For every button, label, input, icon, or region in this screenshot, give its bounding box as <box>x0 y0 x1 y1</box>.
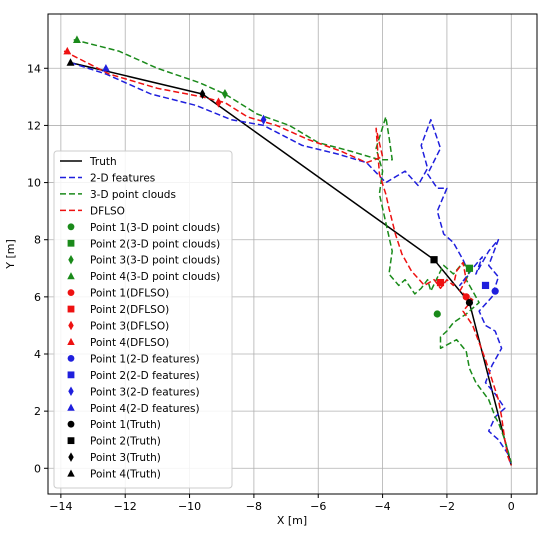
data-point-triangle-dflso <box>63 46 72 55</box>
data-point-triangle-point-clouds-3d <box>72 35 81 43</box>
legend: Truth 2-D features 3-D point clouds DFLSO Po… <box>53 150 233 489</box>
legend-label: Point 1(3-D point clouds) <box>90 222 220 234</box>
x-tick-label: −10 <box>178 500 201 513</box>
legend-label: Point 1(DFLSO) <box>90 288 169 300</box>
legend-label: 2-D features <box>90 172 155 184</box>
x-tick-label: 0 <box>508 500 515 513</box>
legend-label: Point 1(2-D features) <box>90 353 200 365</box>
legend-label: Point 3(2-D features) <box>90 386 200 398</box>
legend-label: Point 4(DFLSO) <box>90 337 169 349</box>
x-tick-label: −4 <box>374 500 390 513</box>
legend-label: Point 3(DFLSO) <box>90 321 169 333</box>
data-point-square-point-clouds-3d <box>465 264 474 272</box>
x-axis-title: X [m] <box>277 514 307 527</box>
y-tick-label: 10 <box>27 177 41 190</box>
data-point-diamond-point-clouds-3d <box>222 88 228 100</box>
data-point-diamond-truth <box>199 88 206 100</box>
legend-marker-triangle <box>67 469 75 477</box>
data-point-circle-features-2d <box>491 287 499 295</box>
data-point-square-features-2d <box>481 281 490 290</box>
legend-marker-square <box>67 371 75 379</box>
data-point-square-truth <box>430 256 438 264</box>
x-tick-label: −14 <box>49 500 72 513</box>
legend-label: Point 4(2-D features) <box>90 403 200 415</box>
legend-label: Truth <box>89 156 117 168</box>
axis-ticks: −14 −12 −10 −8 −6 −4 −2 0 0 2 4 6 8 10 12 14 <box>27 62 515 513</box>
legend-label: Point 3(3-D point clouds) <box>90 255 220 267</box>
legend-marker-diamond <box>68 320 74 331</box>
x-tick-label: −12 <box>114 500 137 513</box>
legend-label: Point 4(Truth) <box>90 469 161 481</box>
data-point-square-dflso <box>436 278 445 287</box>
legend-marker-diamond <box>68 452 74 462</box>
legend-marker-square <box>67 239 75 247</box>
data-point-circle-dflso <box>462 293 470 301</box>
legend-marker-circle <box>67 223 75 231</box>
y-tick-label: 14 <box>27 62 41 75</box>
legend-marker-circle <box>67 289 75 296</box>
x-tick-label: −8 <box>246 500 262 513</box>
data-point-circle-truth <box>465 298 474 307</box>
data-point-triangle-features-2d <box>101 63 110 72</box>
legend-marker-triangle <box>67 272 75 280</box>
y-tick-label: 6 <box>34 291 41 304</box>
data-point-triangle-truth <box>66 58 75 66</box>
y-axis-title: Y [m] <box>4 239 17 270</box>
series-line-features-2d <box>70 61 513 466</box>
plot-frame <box>47 13 538 495</box>
x-tick-label: −2 <box>439 500 455 513</box>
legend-marker-circle <box>67 420 75 428</box>
legend-label: Point 2(DFLSO) <box>90 304 169 316</box>
legend-label: Point 2(2-D features) <box>90 370 200 382</box>
x-tick-label: −6 <box>310 500 326 513</box>
y-tick-label: 12 <box>27 119 41 132</box>
point-markers <box>63 35 499 318</box>
series-line-point-clouds-3d <box>73 38 513 463</box>
legend-label: Point 2(3-D point clouds) <box>90 238 220 250</box>
legend-marker-triangle <box>67 337 75 346</box>
data-point-circle-point-clouds-3d <box>433 310 441 318</box>
legend-label: Point 2(Truth) <box>90 436 161 448</box>
legend-label: Point 1(Truth) <box>90 419 161 431</box>
data-point-diamond-features-2d <box>260 114 267 125</box>
legend-marker-square <box>67 305 75 313</box>
legend-marker-diamond <box>68 254 74 265</box>
y-tick-label: 4 <box>34 348 41 361</box>
series-line-dflso <box>63 50 512 466</box>
legend-marker-triangle <box>67 403 75 411</box>
legend-label: DFLSO <box>90 205 125 217</box>
legend-label: Point 4(3-D point clouds) <box>90 271 220 283</box>
legend-box <box>53 150 233 489</box>
data-point-diamond-dflso <box>215 97 222 108</box>
legend-marker-square <box>67 437 75 445</box>
legend-marker-diamond <box>68 386 74 397</box>
legend-marker-circle <box>67 355 75 362</box>
y-tick-label: 0 <box>34 462 41 475</box>
y-tick-label: 2 <box>34 405 41 418</box>
y-tick-label: 8 <box>34 234 41 247</box>
legend-label: Point 3(Truth) <box>90 452 161 464</box>
legend-label: 3-D point clouds <box>90 189 176 201</box>
